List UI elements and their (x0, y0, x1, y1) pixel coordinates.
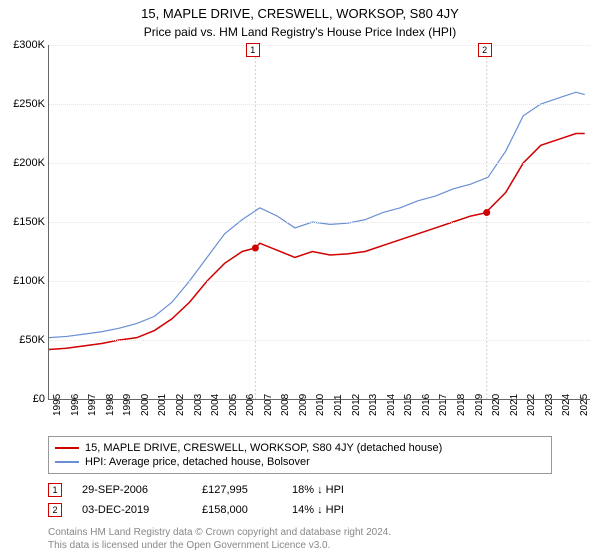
x-axis-label: 2011 (333, 394, 344, 416)
chart-container: 15, MAPLE DRIVE, CRESWELL, WORKSOP, S80 … (0, 0, 600, 560)
y-axis-label: £100K (1, 275, 45, 287)
sale-marker-box: 1 (246, 43, 260, 57)
x-axis-label: 2021 (509, 394, 520, 416)
legend-row: 15, MAPLE DRIVE, CRESWELL, WORKSOP, S80 … (55, 441, 545, 455)
x-axis-label: 2022 (526, 394, 537, 416)
y-axis-label: £300K (1, 39, 45, 51)
x-axis-label: 2024 (561, 394, 572, 416)
page-title: 15, MAPLE DRIVE, CRESWELL, WORKSOP, S80 … (0, 0, 600, 21)
footer-attribution: Contains HM Land Registry data © Crown c… (48, 526, 552, 552)
table-row: 1 29-SEP-2006 £127,995 18% ↓ HPI (48, 480, 552, 500)
x-axis-label: 1998 (105, 394, 116, 416)
x-axis-label: 2017 (438, 394, 449, 416)
x-axis-label: 2010 (315, 394, 326, 416)
sale-price: £127,995 (202, 484, 272, 496)
legend-swatch (55, 461, 79, 463)
y-axis-label: £0 (1, 393, 45, 405)
x-axis-label: 2019 (474, 394, 485, 416)
x-axis-label: 2015 (403, 394, 414, 416)
sale-date: 29-SEP-2006 (82, 484, 182, 496)
sale-marker-box: 2 (478, 43, 492, 57)
y-axis-label: £50K (1, 334, 45, 346)
sale-price: £158,000 (202, 504, 272, 516)
x-axis-label: 2005 (228, 394, 239, 416)
x-axis-label: 2007 (263, 394, 274, 416)
x-axis-label: 2016 (421, 394, 432, 416)
gridline (49, 281, 590, 282)
x-axis-label: 1996 (70, 394, 81, 416)
x-axis-label: 2008 (280, 394, 291, 416)
legend-swatch (55, 447, 79, 449)
gridline (49, 104, 590, 105)
line-chart: £0£50K£100K£150K£200K£250K£300K199519961… (48, 45, 590, 400)
x-axis-label: 2000 (140, 394, 151, 416)
gridline (49, 222, 590, 223)
x-axis-label: 2020 (491, 394, 502, 416)
gridline (49, 340, 590, 341)
sale-diff: 18% ↓ HPI (292, 484, 382, 496)
footer-line: This data is licensed under the Open Gov… (48, 539, 552, 552)
x-axis-label: 2023 (544, 394, 555, 416)
x-axis-label: 2009 (298, 394, 309, 416)
sales-table: 1 29-SEP-2006 £127,995 18% ↓ HPI 2 03-DE… (48, 480, 552, 520)
table-row: 2 03-DEC-2019 £158,000 14% ↓ HPI (48, 500, 552, 520)
y-axis-label: £150K (1, 216, 45, 228)
legend-label: HPI: Average price, detached house, Bols… (85, 456, 310, 468)
x-axis-label: 2001 (157, 394, 168, 416)
legend-row: HPI: Average price, detached house, Bols… (55, 455, 545, 469)
sale-diff: 14% ↓ HPI (292, 504, 382, 516)
x-axis-label: 1997 (87, 394, 98, 416)
legend-label: 15, MAPLE DRIVE, CRESWELL, WORKSOP, S80 … (85, 442, 442, 454)
sale-marker-box: 1 (48, 483, 62, 497)
x-axis-label: 2002 (175, 394, 186, 416)
footer-line: Contains HM Land Registry data © Crown c… (48, 526, 552, 539)
x-axis-label: 2006 (245, 394, 256, 416)
gridline (49, 45, 590, 46)
y-axis-label: £250K (1, 98, 45, 110)
x-axis-label: 2013 (368, 394, 379, 416)
x-axis-label: 2003 (193, 394, 204, 416)
x-axis-label: 2025 (579, 394, 590, 416)
page-subtitle: Price paid vs. HM Land Registry's House … (0, 21, 600, 45)
x-axis-label: 1995 (52, 394, 63, 416)
sale-date: 03-DEC-2019 (82, 504, 182, 516)
x-axis-label: 2004 (210, 394, 221, 416)
y-axis-label: £200K (1, 157, 45, 169)
legend: 15, MAPLE DRIVE, CRESWELL, WORKSOP, S80 … (48, 436, 552, 474)
gridline (49, 163, 590, 164)
x-axis-label: 2012 (351, 394, 362, 416)
x-axis-label: 2018 (456, 394, 467, 416)
sale-marker-box: 2 (48, 503, 62, 517)
x-axis-label: 2014 (386, 394, 397, 416)
x-axis-label: 1999 (122, 394, 133, 416)
